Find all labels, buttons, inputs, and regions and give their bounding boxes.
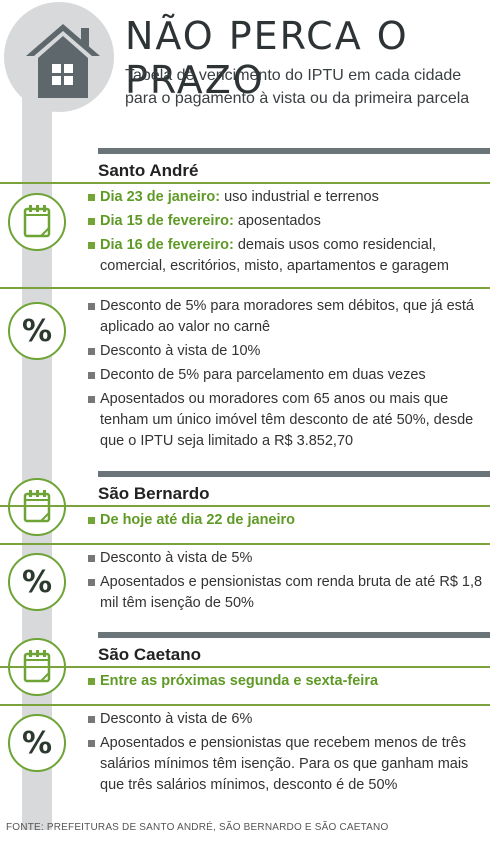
list-item: Deconto de 5% para parcelamento em duas … — [86, 365, 486, 386]
discounts-list: Desconto à vista de 5% Aposentados e pen… — [86, 548, 486, 617]
page-title: NÃO PERCA O PRAZO — [125, 14, 409, 102]
house-badge — [4, 2, 114, 112]
percent-badge: % — [8, 553, 66, 611]
divider — [0, 287, 490, 289]
city-name: São Caetano — [98, 645, 201, 664]
discounts-list: Desconto de 5% para moradores sem débito… — [86, 296, 486, 455]
timeline-spine — [22, 60, 52, 830]
calendar-badge — [8, 193, 66, 251]
calendar-icon — [23, 490, 51, 523]
list-item: Aposentados e pensionistas com renda bru… — [86, 572, 486, 614]
list-item: Desconto à vista de 5% — [86, 548, 486, 569]
dates-list: Dia 23 de janeiro: uso industrial e terr… — [86, 187, 486, 280]
list-item: Desconto de 5% para moradores sem débito… — [86, 296, 486, 338]
section-bar — [98, 632, 490, 638]
list-item: Aposentados e pensionistas que recebem m… — [86, 733, 486, 796]
calendar-badge — [8, 478, 66, 536]
dates-list: De hoje até dia 22 de janeiro — [86, 510, 486, 534]
discounts-list: Desconto à vista de 6% Aposentados e pen… — [86, 709, 486, 799]
divider — [0, 505, 490, 507]
svg-text:%: % — [22, 726, 52, 761]
list-item: Entre as próximas segunda e sexta-feira — [86, 671, 486, 692]
svg-text:%: % — [22, 565, 52, 600]
calendar-icon — [23, 650, 51, 683]
divider — [0, 182, 490, 184]
svg-text:%: % — [22, 314, 52, 349]
list-item: Desconto à vista de 6% — [86, 709, 486, 730]
list-item: Dia 16 de fevereiro: demais usos como re… — [86, 235, 486, 277]
list-item: Aposentados ou moradores com 65 anos ou … — [86, 389, 486, 452]
dates-list: Entre as próximas segunda e sexta-feira — [86, 671, 486, 695]
percent-badge: % — [8, 302, 66, 360]
percent-badge: % — [8, 714, 66, 772]
list-item: Desconto à vista de 10% — [86, 341, 486, 362]
divider — [0, 666, 490, 668]
list-item: Dia 23 de janeiro: uso industrial e terr… — [86, 187, 486, 208]
percent-icon: % — [22, 565, 52, 600]
source-note: FONTE: PREFEITURAS DE SANTO ANDRÉ, SÃO B… — [6, 822, 389, 833]
list-item: Dia 15 de fevereiro: aposentados — [86, 211, 486, 232]
city-name: Santo André — [98, 161, 199, 180]
section-bar — [98, 148, 490, 154]
section-bar — [98, 471, 490, 477]
percent-icon: % — [22, 726, 52, 761]
house-icon — [26, 24, 100, 98]
divider — [0, 704, 490, 706]
page-subtitle: Tabela de vencimento do IPTU em cada cid… — [125, 67, 470, 107]
calendar-icon — [23, 205, 51, 238]
percent-icon: % — [22, 314, 52, 349]
city-name: São Bernardo — [98, 484, 210, 503]
list-item: De hoje até dia 22 de janeiro — [86, 510, 486, 531]
divider — [0, 543, 490, 545]
